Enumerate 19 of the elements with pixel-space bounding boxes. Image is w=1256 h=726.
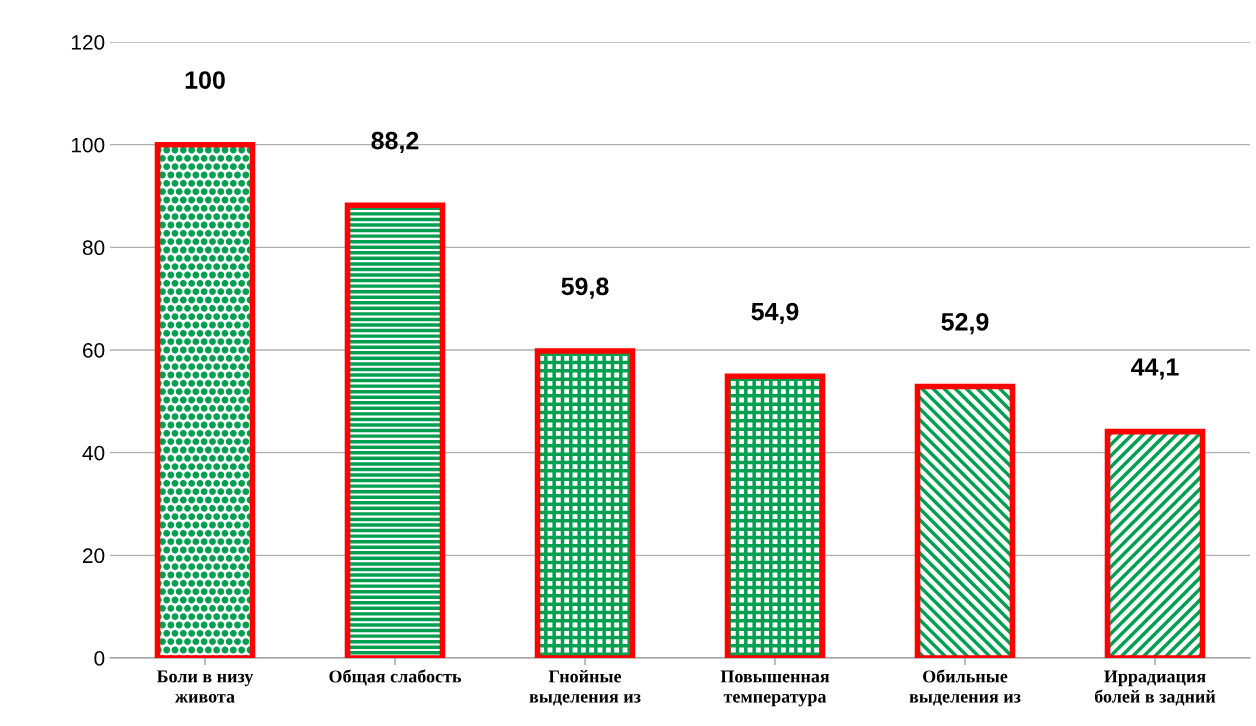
y-tick-label: 120 bbox=[71, 35, 105, 50]
data-label: 54,9 bbox=[751, 302, 799, 325]
data-label: 59,8 bbox=[561, 277, 609, 299]
data-label: 52,9 bbox=[941, 312, 989, 335]
x-tick-label: Иррадиация болей в задний bbox=[1094, 670, 1216, 706]
y-tick-label: 20 bbox=[83, 548, 105, 564]
x-tick-label: Гнойные выделения из bbox=[529, 669, 641, 706]
x-tick-label: Общая слабость bbox=[329, 669, 462, 686]
y-tick-label: 100 bbox=[71, 137, 105, 153]
x-tick-label: Повышенная температура bbox=[720, 670, 830, 707]
y-tick-label: 60 bbox=[83, 343, 105, 358]
data-label: 88,2 bbox=[371, 131, 419, 154]
data-label: 100 bbox=[185, 71, 225, 89]
y-tick-label: 40 bbox=[82, 445, 105, 461]
y-tick-label: 0 bbox=[94, 651, 105, 666]
x-tick-label: Боли в низу живота bbox=[156, 670, 254, 703]
data-label: 44,1 bbox=[1131, 358, 1179, 380]
x-tick-label: Обильные выделения из bbox=[909, 669, 1021, 706]
y-tick-label: 80 bbox=[82, 240, 105, 256]
